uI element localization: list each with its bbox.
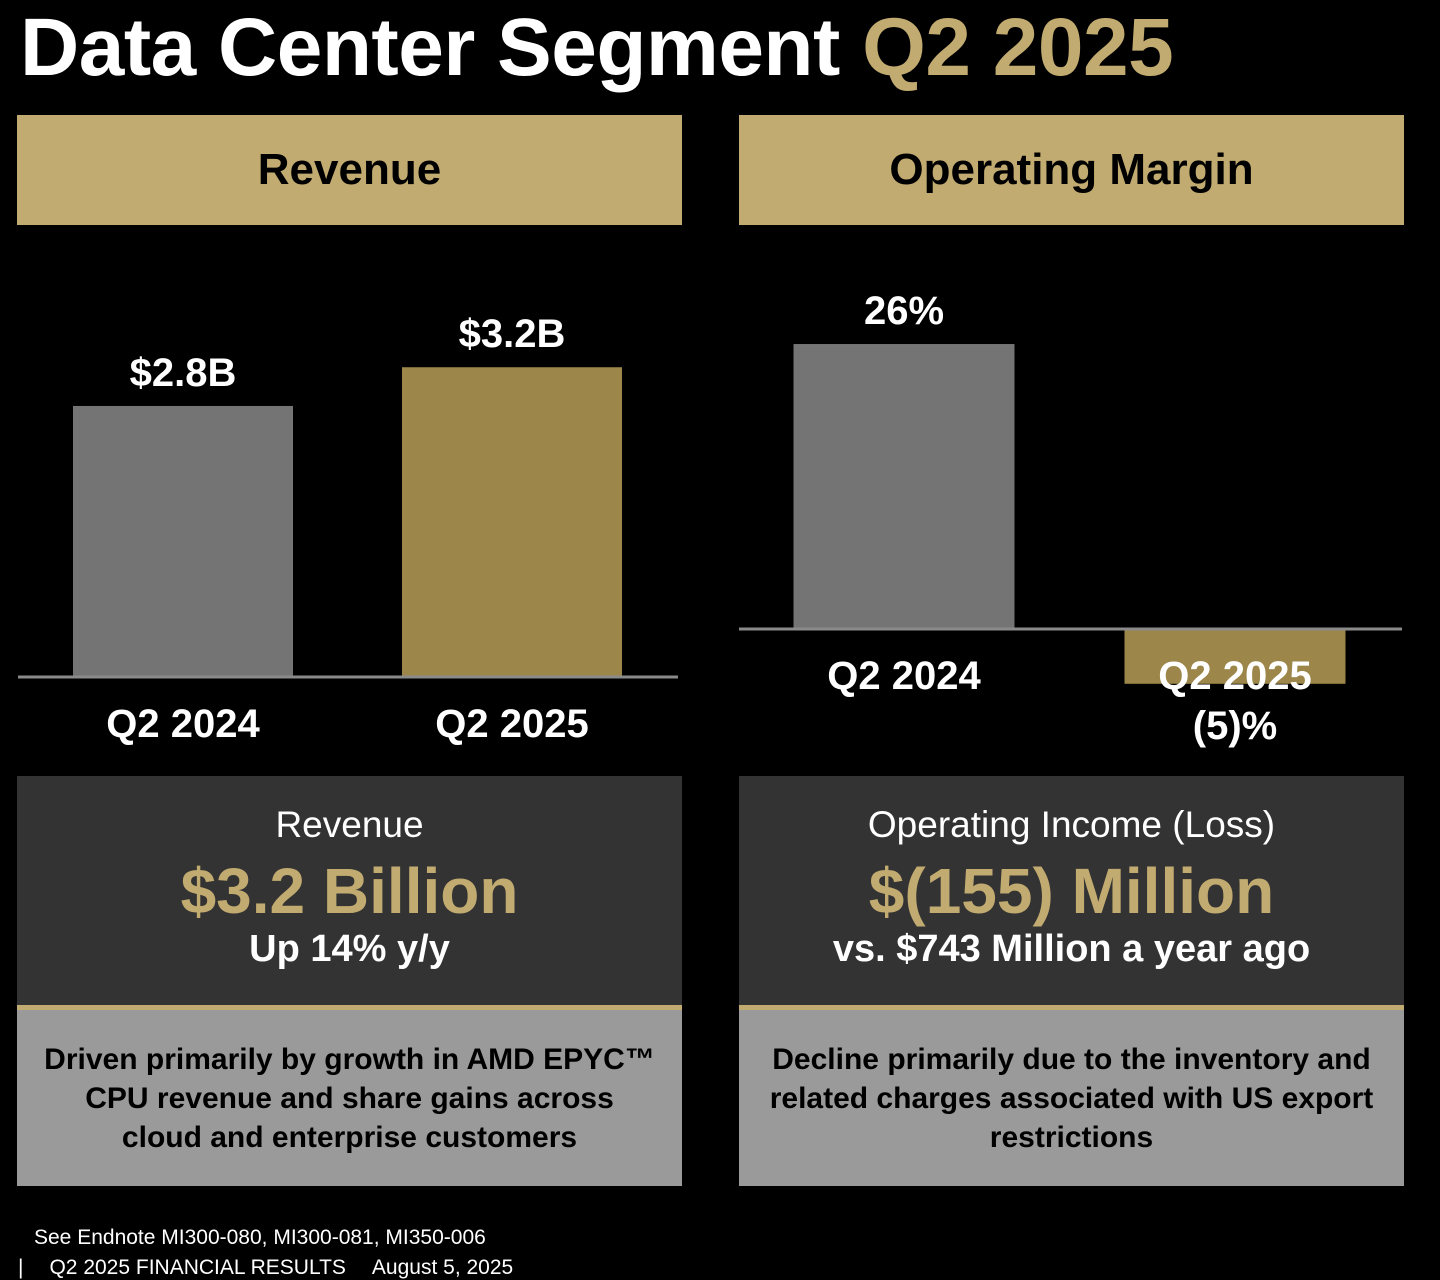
- margin-data-label-0: 26%: [864, 289, 944, 333]
- income-note: Decline primarily due to the inventory a…: [769, 1042, 1374, 1154]
- income-summary-box: Operating Income (Loss) $(155) Million v…: [739, 776, 1404, 1010]
- margin-chart-header: Operating Margin: [739, 115, 1404, 225]
- title-main: Data Center Segment: [20, 2, 840, 93]
- revenue-bar-q2-2025: [402, 367, 622, 677]
- revenue-summary-label: Revenue: [275, 804, 424, 845]
- margin-bar-q2-2025: [1124, 629, 1346, 684]
- charts-area: $2.8B Q2 2024 $3.2B Q2 2025 26% Q2 2024 (5)% Q2…: [18, 289, 1402, 748]
- margin-bar-q2-2024: [793, 344, 1015, 629]
- revenue-category-label-1: Q2 2025: [435, 702, 588, 746]
- footer: | Q2 2025 FINANCIAL RESULTS August 5, 2025: [18, 1256, 539, 1280]
- revenue-summary-box: Revenue $3.2 Billion Up 14% y/y: [17, 776, 682, 1010]
- revenue-note: Driven primarily by growth in AMD EPYC™ …: [44, 1042, 655, 1154]
- endnote: See Endnote MI300-080, MI300-081, MI350-…: [34, 1226, 486, 1249]
- revenue-chart-header: Revenue: [17, 115, 682, 225]
- revenue-data-label-0: $2.8B: [130, 351, 237, 395]
- revenue-note-box: Driven primarily by growth in AMD EPYC™ …: [17, 1010, 682, 1186]
- income-summary-label: Operating Income (Loss): [867, 804, 1276, 845]
- income-summary-comparison: vs. $743 Million a year ago: [832, 928, 1311, 970]
- title-accent: Q2 2025: [862, 2, 1174, 93]
- revenue-bar-q2-2024: [73, 405, 293, 677]
- margin-data-label-1: (5)%: [1193, 704, 1277, 748]
- footer-separator: |: [18, 1256, 24, 1279]
- revenue-summary-change: Up 14% y/y: [249, 928, 450, 970]
- revenue-data-label-1: $3.2B: [459, 312, 566, 356]
- revenue-category-label-0: Q2 2024: [106, 702, 260, 746]
- page-title: Data Center Segment Q2 2025: [20, 2, 1174, 94]
- footer-date: August 5, 2025: [371, 1256, 514, 1279]
- income-note-box: Decline primarily due to the inventory a…: [739, 1010, 1404, 1186]
- margin-category-label-0: Q2 2024: [827, 654, 981, 698]
- footer-report: Q2 2025 FINANCIAL RESULTS: [49, 1256, 346, 1279]
- margin-category-label-1: Q2 2025: [1158, 654, 1311, 698]
- revenue-summary-value: $3.2 Billion: [180, 855, 519, 927]
- income-summary-value: $(155) Million: [868, 855, 1275, 927]
